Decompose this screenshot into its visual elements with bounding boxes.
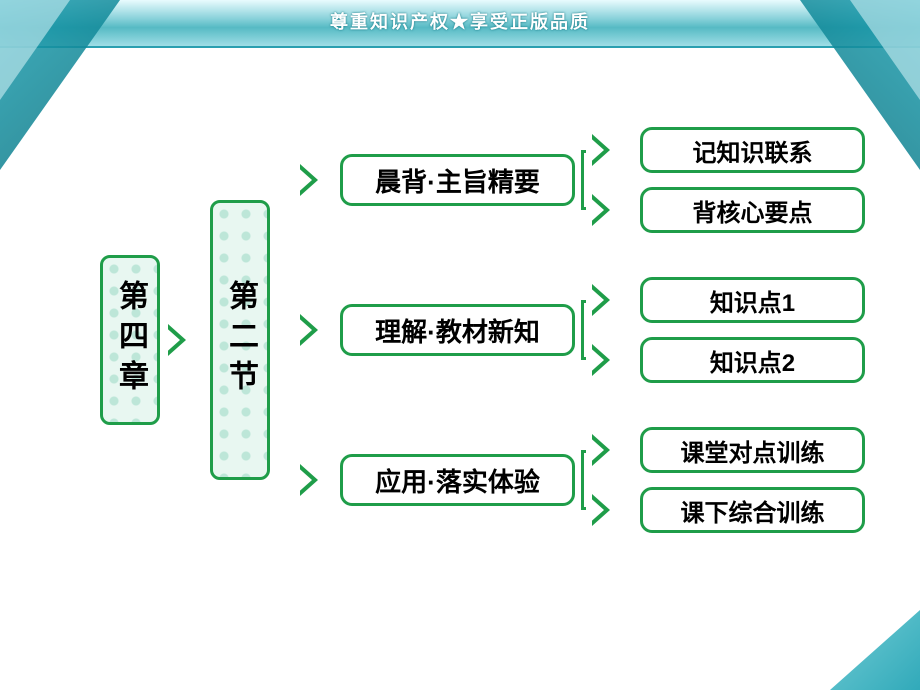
- banner-title: 尊重知识产权★享受正版品质: [0, 0, 920, 44]
- leaf-box-2-0: 课堂对点训练: [640, 427, 865, 473]
- leaf-box-0-0: 记知识联系: [640, 127, 865, 173]
- leaf-box-2-1: 课下综合训练: [640, 487, 865, 533]
- chapter-box: 第四章: [100, 255, 160, 425]
- branch-box-1: 理解·教材新知: [340, 304, 575, 356]
- arrow-leaf-2-0: [592, 434, 626, 466]
- arrow-section-to-branch-1: [300, 314, 334, 346]
- leaf-box-0-1: 背核心要点: [640, 187, 865, 233]
- branch-box-2: 应用·落实体验: [340, 454, 575, 506]
- branch-box-0: 晨背·主旨精要: [340, 154, 575, 206]
- arrow-leaf-0-0: [592, 134, 626, 166]
- arrow-leaf-1-1: [592, 344, 626, 376]
- arrow-section-to-branch-2: [300, 464, 334, 496]
- arrow-section-to-branch-0: [300, 164, 334, 196]
- corner-decor-bottom-right: [830, 610, 920, 690]
- leaf-box-1-1: 知识点2: [640, 337, 865, 383]
- arrow-leaf-1-0: [592, 284, 626, 316]
- arrow-chapter-to-section: [168, 324, 202, 356]
- leaf-box-1-0: 知识点1: [640, 277, 865, 323]
- arrow-leaf-0-1: [592, 194, 626, 226]
- arrow-leaf-2-1: [592, 494, 626, 526]
- section-box: 第二节: [210, 200, 270, 480]
